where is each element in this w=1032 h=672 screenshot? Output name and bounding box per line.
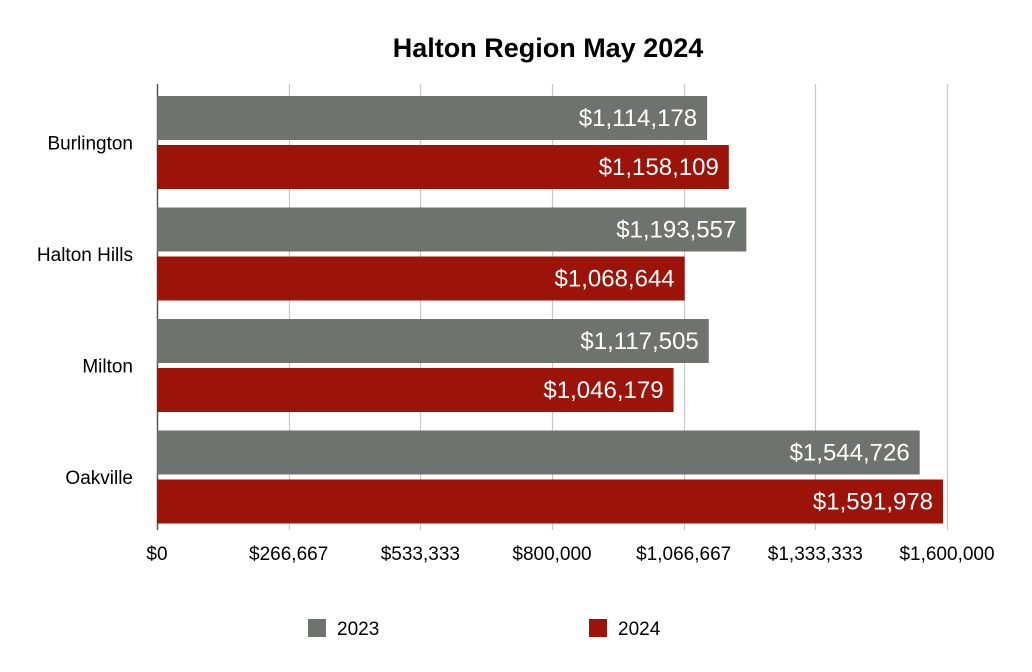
category-label: Burlington (47, 134, 133, 155)
x-tick-label: $0 (146, 544, 167, 565)
bar-2023-1 (157, 207, 747, 252)
category-labels: Burlington Halton Hills Milton Oakville (37, 134, 133, 490)
data-label: $1,117,505 (580, 328, 698, 355)
x-tick-label: $1,333,333 (768, 544, 863, 565)
x-tick-labels: $0 $266,667 $533,333 $800,000 $1,066,667 $1,3… (146, 544, 994, 565)
chart-title: Halton Region May 2024 (393, 33, 704, 63)
legend-item-2023: 2023 (308, 619, 379, 640)
category-label: Milton (82, 357, 133, 378)
legend-swatch (308, 619, 326, 637)
data-label: $1,046,179 (543, 377, 663, 404)
x-tick-label: $266,667 (249, 544, 328, 565)
x-tick-label: $533,333 (381, 544, 460, 565)
data-label: $1,544,726 (790, 440, 910, 467)
data-label: $1,068,644 (555, 266, 675, 293)
bar-2023-3 (157, 430, 920, 475)
legend-label: 2023 (337, 619, 379, 640)
data-label: $1,158,109 (599, 154, 719, 181)
data-label: $1,114,178 (579, 105, 697, 132)
bar-2024-0 (157, 145, 729, 189)
x-tick-label: $1,600,000 (899, 544, 994, 565)
bar-2024-1 (157, 256, 685, 301)
bar-2023-0 (157, 96, 708, 140)
bar-2024-3 (157, 479, 944, 524)
legend-label: 2024 (618, 619, 661, 640)
data-label: $1,193,557 (616, 217, 736, 244)
category-label: Halton Hills (37, 245, 133, 266)
legend: 2023 2024 (308, 619, 661, 640)
data-label: $1,591,978 (813, 489, 933, 516)
legend-swatch (589, 619, 607, 637)
legend-item-2024: 2024 (589, 619, 661, 640)
bars: $1,114,178 $1,158,109 $1,193,557 $1,068,644… (157, 96, 944, 524)
category-label: Oakville (65, 468, 133, 489)
x-tick-label: $1,066,667 (636, 544, 731, 565)
bar-2024-2 (157, 368, 674, 412)
x-tick-label: $800,000 (512, 544, 591, 565)
bar-2023-2 (157, 319, 709, 363)
